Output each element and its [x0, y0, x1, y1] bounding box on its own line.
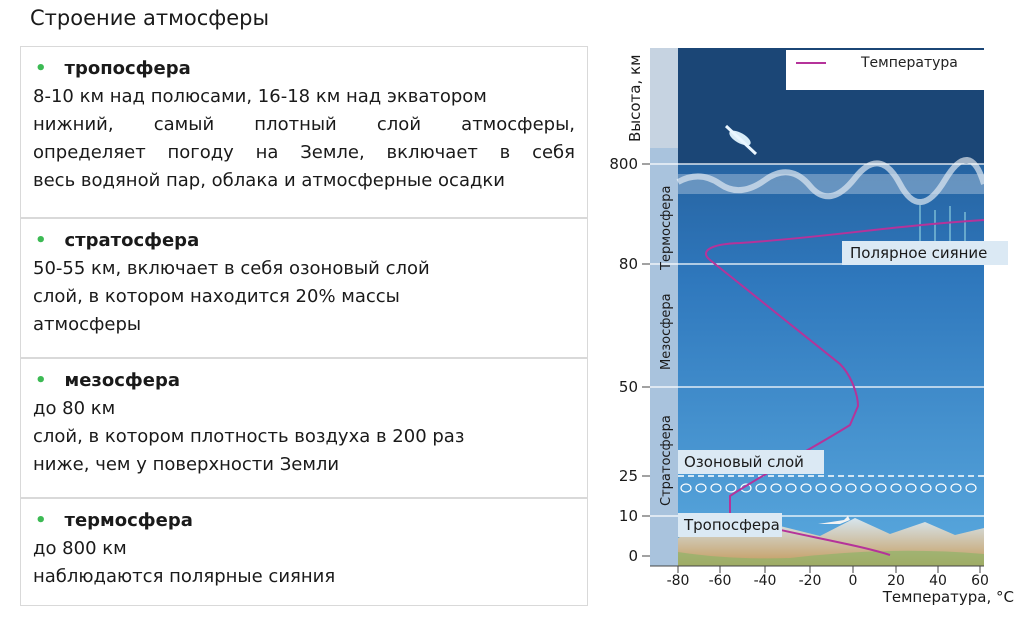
height-tick-label: 80: [619, 255, 638, 273]
troposphere-annotation-bg: [678, 513, 782, 537]
height-ticks: 800 80 50 25 10 0: [609, 155, 650, 565]
ozone-dot: [725, 483, 737, 493]
aurora-annotation-bg: [842, 241, 1008, 265]
zone-label-thermosphere: Термосфера: [659, 186, 674, 271]
layer-text: слой, в котором плотность воздуха в 200 …: [33, 426, 465, 447]
card-troposphere: • тропосфера 8-10 км над полюсами, 16-18 …: [20, 46, 588, 218]
layer-text: слой, в котором находится 20% массы: [33, 286, 400, 307]
y-axis-label: Высота, км: [626, 55, 644, 142]
card-mesosphere: • мезосфера до 80 км слой, в котором плот…: [20, 358, 588, 498]
satellite-icon: [724, 124, 758, 156]
layer-name: мезосфера: [64, 370, 181, 391]
temp-tick-label: 20: [887, 573, 905, 589]
ozone-dot: [800, 483, 812, 493]
troposphere-annotation: Тропосфера: [683, 516, 780, 534]
ozone-dot: [920, 483, 932, 493]
ozone-annotation-bg: [678, 450, 824, 474]
layer-text: до 800 км: [33, 538, 127, 559]
ozone-dot: [890, 483, 902, 493]
layer-name: тропосфера: [64, 58, 191, 79]
temp-tick-label: -60: [709, 573, 732, 589]
layer-text: весь водяной пар, облака и атмосферные о…: [33, 170, 505, 191]
ozone-dot: [785, 483, 797, 493]
ozone-dot: [875, 483, 887, 493]
layer-text: ниже, чем у поверхности Земли: [33, 454, 340, 475]
zone-label-mesosphere: Мезосфера: [659, 293, 674, 370]
ozone-dot: [905, 483, 917, 493]
temp-tick-label: -40: [754, 573, 777, 589]
temp-tick-label: -80: [667, 573, 690, 589]
bullet-icon: •: [35, 510, 47, 531]
height-tick-label: 10: [619, 507, 638, 525]
layer-text: атмосферы: [33, 314, 142, 335]
ozone-dot: [710, 483, 722, 493]
ground: [678, 550, 984, 566]
bullet-icon: •: [35, 58, 47, 79]
card-stratosphere: • стратосфера 50-55 км, включает в себя о…: [20, 218, 588, 358]
aurora-annotation: Полярное сияние: [850, 244, 987, 262]
page-title: Строение атмосферы: [30, 6, 270, 30]
legend-box: [786, 50, 984, 90]
ozone-dot: [815, 483, 827, 493]
card-thermosphere: • термосфера до 800 км наблюдаются полярн…: [20, 498, 588, 606]
height-tick-label: 0: [628, 547, 638, 565]
layer-text: определяет погоду на Земле, включает в с…: [33, 142, 575, 163]
ozone-dot: [755, 483, 767, 493]
temp-ticks: -80 -60 -40 -20 0 20 40 60: [667, 566, 989, 589]
ozone-dot: [830, 483, 842, 493]
x-axis-label: Температура, °С: [882, 588, 1014, 606]
ozone-dot: [680, 483, 692, 493]
temp-tick-label: 60: [971, 573, 989, 589]
height-tick-label: 50: [619, 378, 638, 396]
ozone-dot: [845, 483, 857, 493]
layer-text: наблюдаются полярные сияния: [33, 566, 336, 587]
height-tick-label: 25: [619, 467, 638, 485]
ozone-dot: [860, 483, 872, 493]
height-tick-label: 800: [609, 155, 638, 173]
layer-name: термосфера: [64, 510, 193, 531]
ozone-dot: [695, 483, 707, 493]
layer-text: 50-55 км, включает в себя озоновый слой: [33, 258, 430, 279]
ozone-dot: [950, 483, 962, 493]
legend-label: Температура: [860, 55, 958, 71]
layer-text: нижний, самый плотный слой атмосферы,: [33, 114, 575, 135]
ozone-dot: [965, 483, 977, 493]
ozone-annotation: Озоновый слой: [684, 453, 804, 471]
zone-strip-top: [650, 48, 678, 148]
layer-name: стратосфера: [64, 230, 200, 251]
layer-text: до 80 км: [33, 398, 116, 419]
ozone-dot: [770, 483, 782, 493]
ozone-dot: [935, 483, 947, 493]
zone-label-stratosphere: Стратосфера: [659, 415, 674, 506]
bullet-icon: •: [35, 370, 47, 391]
airplane-icon: [818, 516, 850, 524]
temp-tick-label: 40: [929, 573, 947, 589]
temp-tick-label: -20: [799, 573, 822, 589]
bullet-icon: •: [35, 230, 47, 251]
layer-text: 8-10 км над полюсами, 16-18 км над экват…: [33, 86, 487, 107]
temp-tick-label: 0: [849, 573, 858, 589]
atmosphere-diagram: Температура Термосфера Мезосфера Стратос…: [609, 48, 1014, 606]
